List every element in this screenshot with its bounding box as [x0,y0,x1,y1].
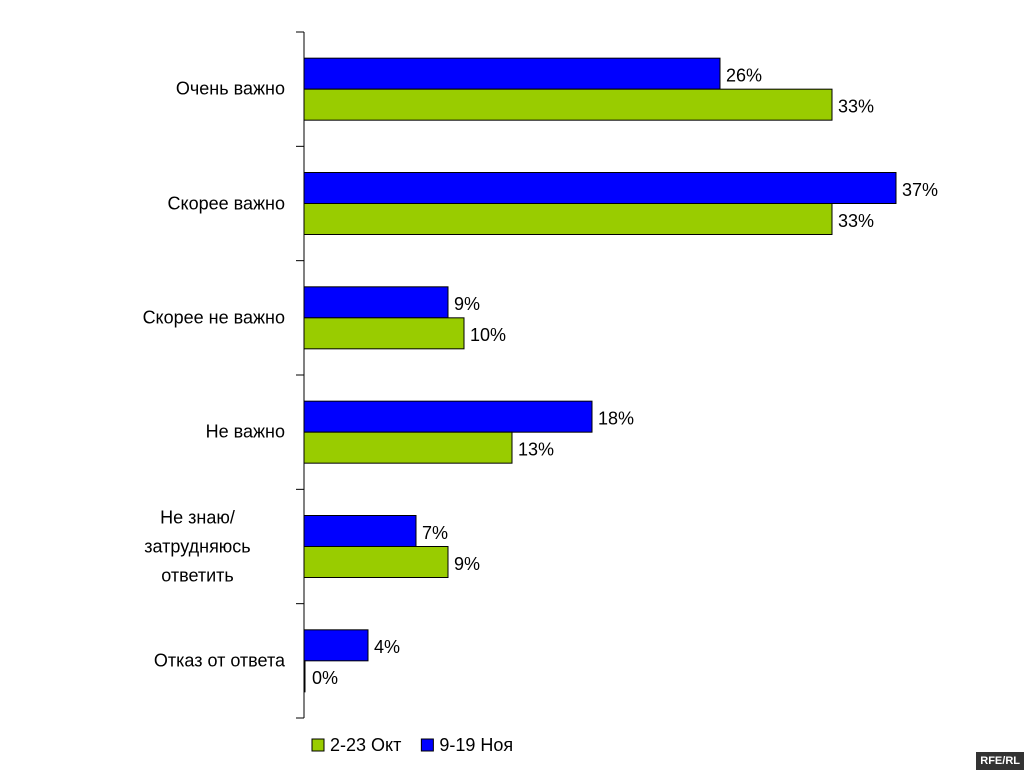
value-label: 13% [518,439,554,459]
bar [303,172,897,204]
watermark: RFE/RL [976,752,1024,770]
value-label: 37% [902,180,938,200]
value-label: 33% [838,96,874,116]
category-label: Скорее важно [167,193,285,213]
bar [303,431,513,464]
bar [303,629,369,662]
value-label: 26% [726,65,762,85]
bar [303,286,449,319]
category-label: Не важно [205,421,285,442]
bar [303,57,721,90]
bar [303,546,449,578]
category-label: Не знаю/затрудняюсь ответить [144,507,251,585]
bar [303,515,417,547]
legend-label: 9-19 Ноя [439,735,513,755]
bar [303,317,465,350]
bar [303,88,833,121]
value-label: 10% [470,325,506,345]
category-label: Скорее не важно [142,307,285,328]
category-label: Отказ от ответа [153,650,285,671]
value-label: 33% [838,211,874,231]
bar [303,203,833,235]
legend-label: 2-23 Окт [330,735,401,755]
bar [303,660,306,693]
legend-swatch [420,738,434,752]
value-label: 4% [374,637,400,657]
value-label: 18% [598,408,634,428]
bar [303,400,593,433]
value-label: 9% [454,554,480,574]
category-label: Очень важно [175,78,285,99]
legend-swatch [311,738,325,752]
value-label: 7% [422,523,448,543]
value-label: 0% [312,668,338,688]
value-label: 9% [454,294,480,314]
